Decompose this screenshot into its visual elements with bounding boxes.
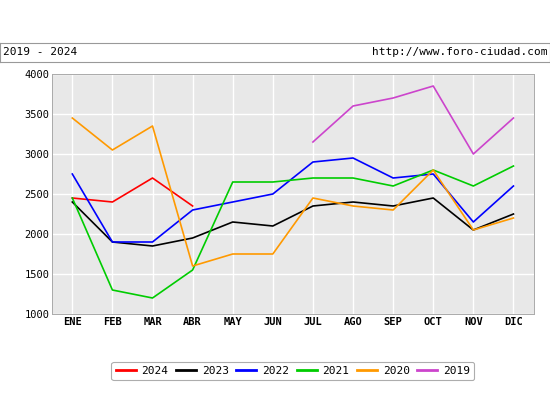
Legend: 2024, 2023, 2022, 2021, 2020, 2019: 2024, 2023, 2022, 2021, 2020, 2019 [111, 362, 475, 380]
Text: 2019 - 2024: 2019 - 2024 [3, 47, 77, 57]
Text: Evolucion Nº Turistas Nacionales en el municipio de Puerto Lumbreras: Evolucion Nº Turistas Nacionales en el m… [3, 14, 547, 28]
Text: http://www.foro-ciudad.com: http://www.foro-ciudad.com [372, 47, 547, 57]
